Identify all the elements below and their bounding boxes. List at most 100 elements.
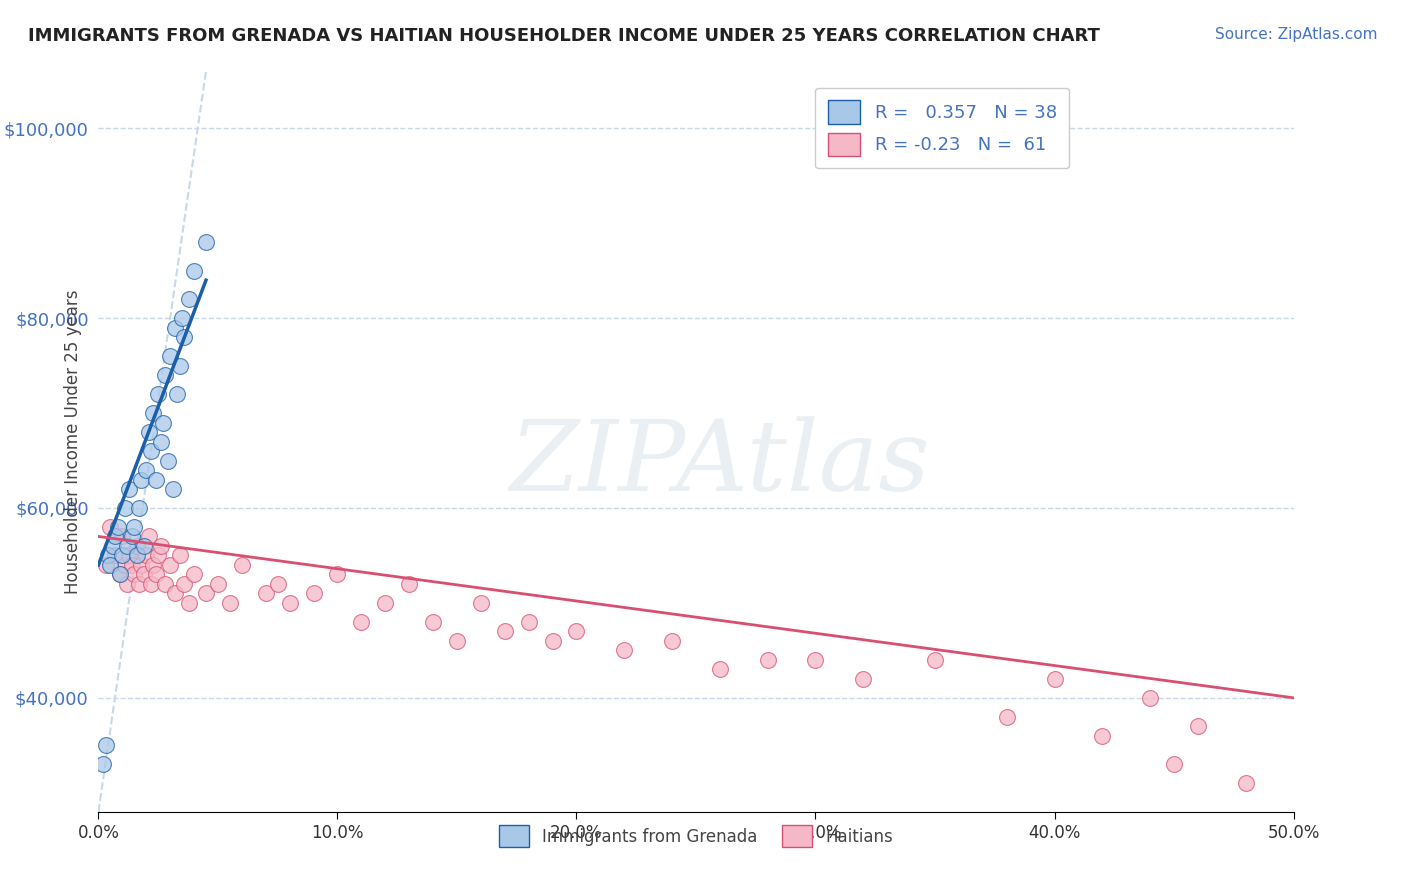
Point bbox=[135, 463, 157, 477]
Point bbox=[114, 558, 136, 572]
Point bbox=[470, 596, 492, 610]
Point bbox=[145, 567, 167, 582]
Point bbox=[446, 633, 468, 648]
Point bbox=[159, 558, 181, 572]
Point bbox=[104, 549, 127, 563]
Point bbox=[326, 567, 349, 582]
Point bbox=[302, 586, 325, 600]
Point bbox=[94, 558, 117, 572]
Point bbox=[398, 577, 420, 591]
Point bbox=[852, 672, 875, 686]
Point bbox=[139, 577, 162, 591]
Point bbox=[169, 549, 191, 563]
Text: ZIPAtlas: ZIPAtlas bbox=[509, 416, 931, 511]
Point bbox=[149, 539, 172, 553]
Point bbox=[661, 633, 683, 648]
Point bbox=[131, 473, 153, 487]
Point bbox=[756, 653, 779, 667]
Point bbox=[278, 596, 301, 610]
Point bbox=[613, 643, 636, 657]
Point bbox=[98, 520, 122, 534]
Point bbox=[152, 416, 174, 430]
Point bbox=[124, 567, 146, 582]
Point bbox=[1163, 757, 1185, 772]
Point bbox=[924, 653, 946, 667]
Point bbox=[149, 434, 172, 449]
Point bbox=[163, 586, 186, 600]
Point bbox=[118, 549, 141, 563]
Y-axis label: Householder Income Under 25 years: Householder Income Under 25 years bbox=[63, 289, 82, 594]
Point bbox=[131, 558, 153, 572]
Point bbox=[195, 235, 218, 250]
Point bbox=[91, 757, 114, 772]
Point bbox=[138, 425, 160, 439]
Point bbox=[98, 558, 122, 572]
Point bbox=[145, 473, 167, 487]
Point bbox=[267, 577, 290, 591]
Point bbox=[156, 453, 179, 467]
Point bbox=[1091, 729, 1114, 743]
Point bbox=[114, 500, 136, 515]
Point bbox=[804, 653, 827, 667]
Point bbox=[169, 359, 191, 373]
Point bbox=[138, 529, 160, 543]
Point bbox=[709, 662, 731, 676]
Point bbox=[121, 529, 143, 543]
Point bbox=[219, 596, 242, 610]
Point bbox=[94, 739, 117, 753]
Point bbox=[494, 624, 516, 639]
Point bbox=[163, 320, 186, 334]
Point bbox=[207, 577, 229, 591]
Point bbox=[179, 596, 201, 610]
Point bbox=[125, 539, 148, 553]
Point bbox=[195, 586, 218, 600]
Point bbox=[422, 615, 444, 629]
Point bbox=[1043, 672, 1066, 686]
Point bbox=[97, 549, 120, 563]
Point bbox=[132, 567, 155, 582]
Point bbox=[115, 539, 138, 553]
Point bbox=[231, 558, 253, 572]
Point bbox=[374, 596, 396, 610]
Point bbox=[108, 567, 131, 582]
Point bbox=[118, 482, 141, 496]
Point bbox=[108, 567, 131, 582]
Point bbox=[166, 387, 188, 401]
Point bbox=[132, 539, 155, 553]
Point bbox=[142, 558, 165, 572]
Point bbox=[1234, 776, 1257, 790]
Point bbox=[183, 263, 205, 277]
Point bbox=[1139, 690, 1161, 705]
Point bbox=[541, 633, 564, 648]
Text: IMMIGRANTS FROM GRENADA VS HAITIAN HOUSEHOLDER INCOME UNDER 25 YEARS CORRELATION: IMMIGRANTS FROM GRENADA VS HAITIAN HOUSE… bbox=[28, 27, 1099, 45]
Point bbox=[125, 549, 148, 563]
Point bbox=[135, 549, 157, 563]
Point bbox=[121, 558, 143, 572]
Point bbox=[172, 311, 194, 326]
Point bbox=[115, 577, 138, 591]
Point bbox=[104, 529, 127, 543]
Point bbox=[111, 529, 134, 543]
Point bbox=[1187, 719, 1209, 733]
Point bbox=[148, 549, 170, 563]
Point bbox=[142, 406, 165, 420]
Point bbox=[124, 520, 146, 534]
Point bbox=[254, 586, 277, 600]
Point bbox=[101, 539, 124, 553]
Point bbox=[139, 444, 162, 458]
Point bbox=[179, 292, 201, 306]
Point bbox=[173, 577, 195, 591]
Point bbox=[565, 624, 588, 639]
Point bbox=[155, 577, 177, 591]
Text: Source: ZipAtlas.com: Source: ZipAtlas.com bbox=[1215, 27, 1378, 42]
Point bbox=[111, 549, 134, 563]
Point bbox=[183, 567, 205, 582]
Point bbox=[517, 615, 540, 629]
Point bbox=[128, 577, 150, 591]
Point bbox=[128, 500, 150, 515]
Point bbox=[159, 349, 181, 363]
Legend: Immigrants from Grenada, Haitians: Immigrants from Grenada, Haitians bbox=[491, 817, 901, 855]
Point bbox=[148, 387, 170, 401]
Point bbox=[350, 615, 373, 629]
Point bbox=[155, 368, 177, 383]
